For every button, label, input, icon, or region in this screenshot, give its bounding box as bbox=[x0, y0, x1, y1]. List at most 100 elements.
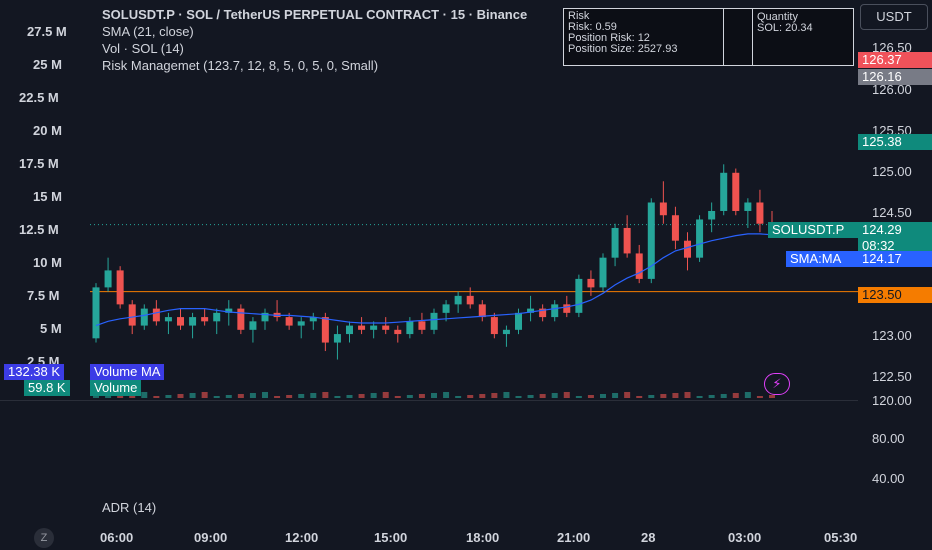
volume-bar bbox=[358, 394, 365, 398]
axis-label: 126.50 bbox=[872, 40, 912, 55]
candle-body bbox=[454, 295, 462, 305]
candle-body bbox=[346, 325, 353, 335]
adr-label[interactable]: ADR (14) bbox=[102, 500, 157, 515]
candle-body bbox=[684, 240, 691, 258]
volume-bar bbox=[370, 393, 377, 398]
panel-divider bbox=[723, 9, 724, 65]
time-label: 09:00 bbox=[194, 530, 228, 545]
candle-body bbox=[671, 215, 679, 241]
volume-bar bbox=[527, 395, 534, 398]
axis-label: 12.5 M bbox=[19, 222, 59, 237]
volume-label-tag: Volume bbox=[90, 380, 142, 396]
quantity-label: Quantity bbox=[757, 11, 798, 23]
candle-body bbox=[539, 308, 547, 318]
position-risk: Position Risk: 12 bbox=[568, 32, 650, 44]
volume-bar bbox=[455, 396, 462, 398]
position-size: Position Size: 2527.93 bbox=[568, 43, 678, 55]
volume-bar bbox=[769, 395, 775, 398]
volume-ma-value-tag: 132.38 K bbox=[4, 364, 65, 380]
volume-bar bbox=[575, 396, 582, 398]
volume-bar bbox=[720, 394, 727, 398]
volume-bar bbox=[177, 394, 184, 398]
volume-axis[interactable]: 27.5 M 25 M 22.5 M 20 M 17.5 M 15 M 12.5… bbox=[0, 0, 90, 400]
candle-body bbox=[189, 317, 197, 326]
adr-pane[interactable]: ADR (14) bbox=[0, 400, 932, 526]
candle-body bbox=[164, 317, 172, 322]
indicator-risk-management[interactable]: Risk Managemet (123.7, 12, 8, 5, 0, 5, 0… bbox=[102, 58, 379, 73]
price-tag-gray: 126.16 bbox=[858, 69, 932, 85]
volume-bar bbox=[491, 393, 498, 398]
volume-bar bbox=[213, 396, 220, 398]
time-label: 21:00 bbox=[557, 530, 591, 545]
candle-body bbox=[732, 172, 740, 211]
volume-bar bbox=[551, 393, 558, 398]
candle-body bbox=[370, 325, 378, 330]
axis-label: 15 M bbox=[33, 189, 62, 204]
candle-body bbox=[551, 304, 559, 318]
candle-body bbox=[575, 278, 583, 313]
price-tag-high: 126.37 bbox=[858, 52, 932, 68]
price-axis[interactable]: 126.50 126.00 125.50 125.00 124.50 123.0… bbox=[858, 0, 932, 526]
volume-bar bbox=[334, 396, 341, 398]
candle-body bbox=[466, 295, 474, 305]
time-label: 18:00 bbox=[466, 530, 500, 545]
candle-body bbox=[201, 317, 209, 322]
axis-label: 17.5 M bbox=[19, 156, 59, 171]
candle-body bbox=[92, 287, 100, 339]
candle-body bbox=[647, 202, 655, 279]
time-label: 03:00 bbox=[728, 530, 762, 545]
candle-body bbox=[720, 172, 728, 211]
candle-body bbox=[104, 270, 112, 288]
volume-bar bbox=[201, 392, 208, 398]
candle-body bbox=[358, 325, 366, 330]
axis-label: 122.50 bbox=[872, 369, 912, 384]
volume-bar bbox=[406, 395, 413, 398]
volume-bar bbox=[310, 393, 317, 398]
volume-bar bbox=[684, 392, 691, 398]
axis-label: 27.5 M bbox=[27, 24, 67, 39]
currency-button[interactable]: USDT bbox=[860, 4, 928, 30]
candle-body bbox=[527, 308, 535, 313]
candle-body bbox=[708, 210, 716, 220]
time-axis[interactable]: 06:00 09:00 12:00 15:00 18:00 21:00 28 0… bbox=[0, 526, 932, 550]
candle-body bbox=[309, 317, 317, 322]
volume-bar bbox=[93, 396, 99, 398]
volume-bar bbox=[744, 392, 751, 398]
volume-bar bbox=[225, 395, 232, 398]
price-tag-green: 125.38 bbox=[858, 134, 932, 150]
volume-bar bbox=[708, 395, 715, 398]
price-chart[interactable] bbox=[90, 0, 858, 400]
lightning-icon[interactable]: ⚡ bbox=[764, 373, 790, 395]
volume-bar bbox=[249, 393, 256, 398]
candle-body bbox=[635, 253, 643, 279]
volume-bar bbox=[563, 392, 570, 398]
candle-body bbox=[394, 329, 402, 335]
orange-line-tag: 123.50 bbox=[858, 287, 932, 303]
volume-bar bbox=[141, 392, 148, 398]
candle-body bbox=[478, 304, 486, 318]
candle-body bbox=[756, 202, 764, 224]
candle-body bbox=[128, 304, 136, 326]
indicator-sma[interactable]: SMA (21, close) bbox=[102, 24, 194, 39]
volume-bar bbox=[612, 393, 619, 398]
time-label: 15:00 bbox=[374, 530, 408, 545]
axis-label: 123.00 bbox=[872, 328, 912, 343]
volume-bar bbox=[672, 393, 679, 398]
volume-bar bbox=[286, 395, 293, 398]
volume-bar bbox=[431, 393, 437, 398]
candle-body bbox=[140, 308, 148, 326]
volume-bar bbox=[322, 392, 329, 398]
volume-bar bbox=[189, 393, 196, 398]
volume-bar bbox=[418, 394, 425, 398]
volume-bar bbox=[274, 396, 281, 398]
candle-body bbox=[152, 308, 160, 322]
indicator-volume[interactable]: Vol · SOL (14) bbox=[102, 41, 184, 56]
candle-body bbox=[406, 321, 414, 335]
candle-body bbox=[213, 312, 221, 322]
timezone-button[interactable]: Z bbox=[34, 528, 54, 548]
symbol-title[interactable]: SOLUSDT.P · SOL / TetherUS PERPETUAL CON… bbox=[102, 7, 528, 22]
volume-bar bbox=[660, 394, 667, 398]
volume-bar bbox=[153, 396, 160, 398]
candle-body bbox=[623, 227, 631, 254]
risk-column: Risk Risk: 0.59 Position Risk: 12 Positi… bbox=[568, 11, 677, 55]
